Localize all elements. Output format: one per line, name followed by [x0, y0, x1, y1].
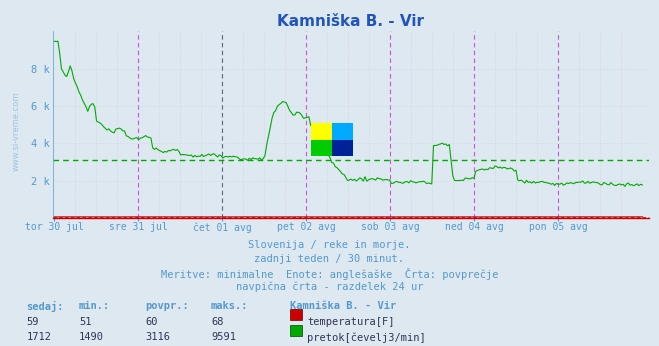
Text: 9591: 9591 [211, 332, 236, 342]
Text: Kamniška B. - Vir: Kamniška B. - Vir [290, 301, 396, 311]
Text: Meritve: minimalne  Enote: anglešaške  Črta: povprečje: Meritve: minimalne Enote: anglešaške Črt… [161, 268, 498, 280]
Text: 3116: 3116 [145, 332, 170, 342]
Text: sedaj:: sedaj: [26, 301, 64, 312]
Text: min.:: min.: [79, 301, 110, 311]
Text: zadnji teden / 30 minut.: zadnji teden / 30 minut. [254, 254, 405, 264]
Text: 59: 59 [26, 317, 39, 327]
Title: Kamniška B. - Vir: Kamniška B. - Vir [277, 13, 424, 29]
Text: pretok[čevelj3/min]: pretok[čevelj3/min] [307, 332, 426, 343]
Text: temperatura[F]: temperatura[F] [307, 317, 395, 327]
Text: www.si-vreme.com: www.si-vreme.com [12, 92, 21, 171]
Text: 51: 51 [79, 317, 92, 327]
Text: navpična črta - razdelek 24 ur: navpična črta - razdelek 24 ur [236, 282, 423, 292]
Text: 60: 60 [145, 317, 158, 327]
Text: Slovenija / reke in morje.: Slovenija / reke in morje. [248, 240, 411, 251]
Text: 68: 68 [211, 317, 223, 327]
Text: povpr.:: povpr.: [145, 301, 188, 311]
Text: maks.:: maks.: [211, 301, 248, 311]
Text: 1712: 1712 [26, 332, 51, 342]
Text: 1490: 1490 [79, 332, 104, 342]
